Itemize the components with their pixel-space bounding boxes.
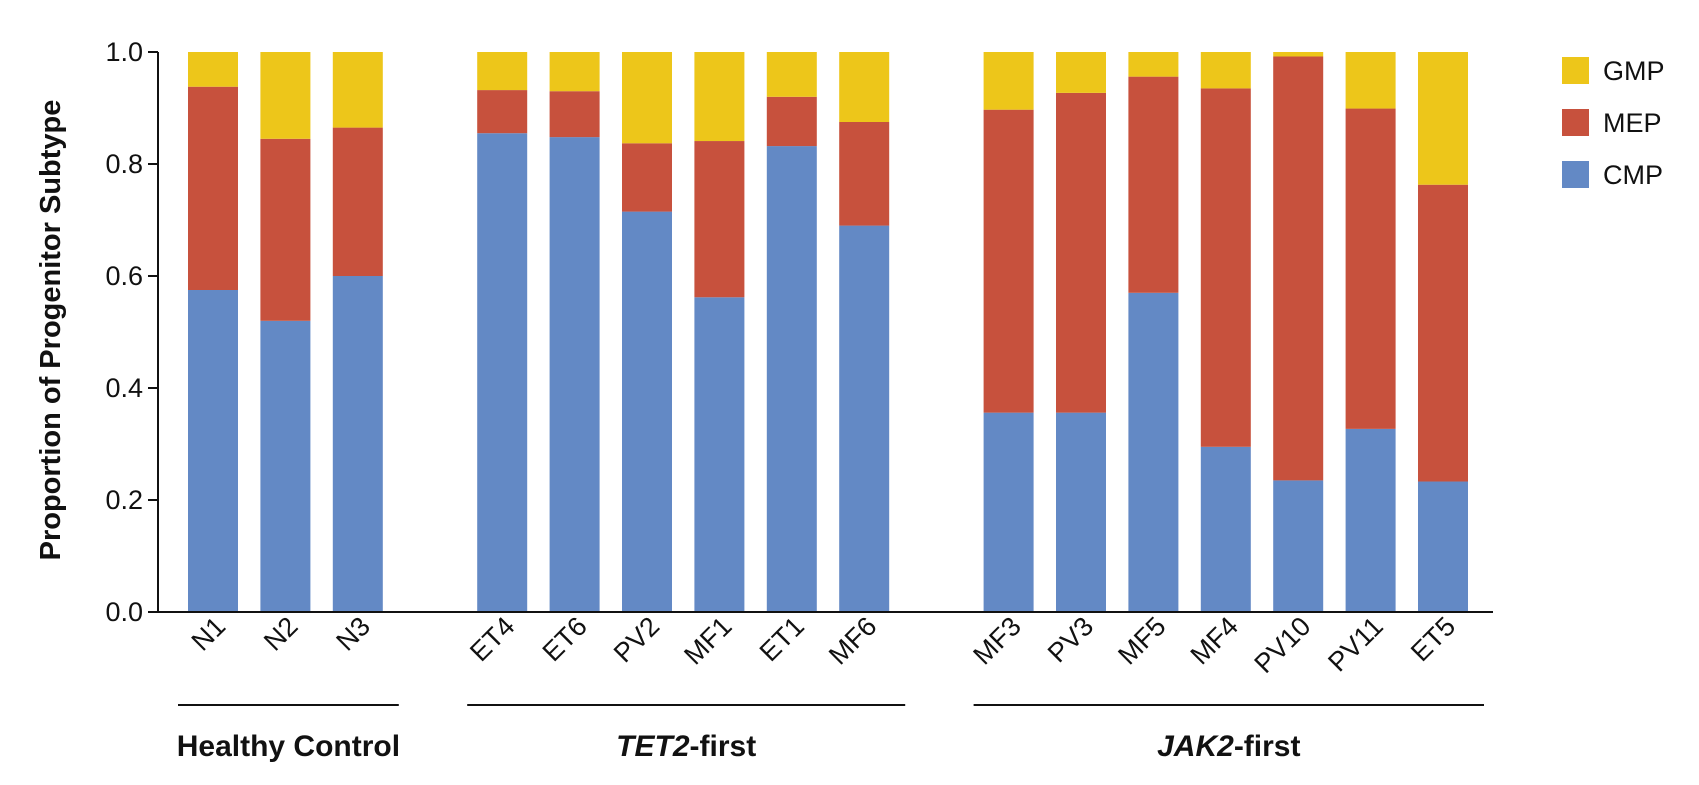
group-label-text: -first bbox=[1234, 730, 1301, 763]
x-tick-label-n1: N1 bbox=[186, 611, 232, 657]
x-tick-label-pv2: PV2 bbox=[608, 611, 665, 668]
bar-gmp-mf3 bbox=[983, 52, 1034, 110]
legend-label-mep: MEP bbox=[1603, 108, 1662, 138]
bar-cmp-pv10 bbox=[1273, 480, 1324, 612]
bar-mep-mf5 bbox=[1128, 76, 1179, 293]
x-tick-label-et6: ET6 bbox=[537, 611, 593, 667]
legend: GMP MEP CMP bbox=[1562, 56, 1665, 190]
bar-mep-mf1 bbox=[694, 141, 745, 298]
bar-mep-pv3 bbox=[1056, 92, 1106, 413]
bar-mep-mf6 bbox=[839, 122, 890, 226]
bar-cmp-pv3 bbox=[1056, 412, 1106, 612]
x-tick-label-et4: ET4 bbox=[464, 611, 520, 667]
bar-cmp-n2 bbox=[260, 320, 311, 612]
bar-cmp-mf1 bbox=[694, 297, 745, 612]
bar-gmp-n1 bbox=[188, 52, 238, 87]
bar-cmp-mf3 bbox=[983, 412, 1034, 612]
bar-gmp-et5 bbox=[1418, 52, 1468, 185]
bar-gmp-pv2 bbox=[622, 52, 672, 144]
y-tick-label: 0.0 bbox=[105, 597, 143, 627]
bar-gmp-et1 bbox=[766, 52, 817, 97]
x-tick-label-mf3: MF3 bbox=[967, 611, 1026, 670]
bar-cmp-et4 bbox=[477, 133, 528, 612]
x-tick-label-et1: ET1 bbox=[754, 611, 810, 667]
group-label-2: JAK2-first bbox=[1157, 730, 1300, 763]
bar-cmp-mf5 bbox=[1128, 292, 1179, 612]
bars-layer bbox=[188, 52, 1468, 612]
bar-gmp-pv3 bbox=[1056, 52, 1106, 93]
legend-label-gmp: GMP bbox=[1603, 56, 1665, 86]
bar-mep-n3 bbox=[332, 127, 383, 276]
y-axis-title: Proportion of Progenitor Subtype bbox=[35, 100, 67, 561]
y-tick-label: 0.6 bbox=[105, 261, 143, 291]
bar-mep-et6 bbox=[549, 91, 600, 138]
x-tick-labels: N1 N2 N3 ET4 ET6 PV2 MF1 ET1 MF6 MF3 PV3 MF5 MF4 PV10… bbox=[186, 611, 1462, 679]
bar-cmp-et6 bbox=[549, 137, 600, 612]
bar-gmp-mf6 bbox=[839, 52, 890, 122]
bar-cmp-et5 bbox=[1418, 481, 1468, 612]
group-labels: Healthy Control TET2-first JAK2-first bbox=[177, 704, 1484, 763]
x-tick-label-pv11: PV11 bbox=[1322, 611, 1389, 678]
x-tick-label-mf5: MF5 bbox=[1112, 611, 1171, 670]
bar-gmp-n2 bbox=[260, 52, 311, 139]
bar-mep-mf4 bbox=[1200, 88, 1251, 447]
bar-mep-et1 bbox=[766, 96, 817, 147]
group-label-italic: JAK2 bbox=[1157, 730, 1234, 763]
legend-label-cmp: CMP bbox=[1603, 160, 1663, 190]
bar-cmp-pv11 bbox=[1345, 428, 1396, 612]
legend-swatch-gmp bbox=[1562, 57, 1589, 84]
legend-swatch-mep bbox=[1562, 109, 1589, 136]
bar-mep-n1 bbox=[188, 86, 238, 290]
bar-mep-pv10 bbox=[1273, 56, 1324, 481]
bar-gmp-n3 bbox=[332, 52, 383, 128]
bar-gmp-mf1 bbox=[694, 52, 745, 142]
x-tick-label-n3: N3 bbox=[330, 611, 376, 657]
legend-swatch-cmp bbox=[1562, 161, 1589, 188]
bar-mep-pv11 bbox=[1345, 108, 1396, 429]
y-tick-label: 1.0 bbox=[105, 37, 143, 67]
bar-cmp-pv2 bbox=[622, 211, 672, 612]
bar-cmp-n1 bbox=[188, 290, 238, 612]
group-label-0: Healthy Control bbox=[177, 730, 400, 763]
bar-mep-et5 bbox=[1418, 184, 1468, 482]
group-label-text: Healthy Control bbox=[177, 730, 400, 763]
bar-gmp-et4 bbox=[477, 52, 528, 91]
y-tick-label: 0.8 bbox=[105, 149, 143, 179]
bar-cmp-et1 bbox=[766, 146, 817, 612]
x-tick-label-mf6: MF6 bbox=[823, 611, 882, 670]
x-tick-label-et5: ET5 bbox=[1405, 611, 1461, 667]
axes-layer: 0.0 0.2 0.4 0.6 0.8 1.0 bbox=[105, 37, 1493, 627]
bar-cmp-mf4 bbox=[1200, 446, 1251, 612]
bar-cmp-n3 bbox=[332, 276, 383, 612]
bar-mep-et4 bbox=[477, 90, 528, 134]
bar-mep-mf3 bbox=[983, 109, 1034, 413]
bar-gmp-pv10 bbox=[1273, 52, 1324, 57]
bar-gmp-pv11 bbox=[1345, 52, 1396, 109]
x-tick-label-pv3: PV3 bbox=[1042, 611, 1099, 668]
bar-gmp-et6 bbox=[549, 52, 600, 92]
x-tick-label-mf4: MF4 bbox=[1185, 611, 1244, 670]
bar-cmp-mf6 bbox=[839, 225, 890, 612]
x-tick-label-mf1: MF1 bbox=[678, 611, 737, 670]
bar-mep-n2 bbox=[260, 138, 311, 321]
x-tick-label-n2: N2 bbox=[258, 611, 304, 657]
group-label-1: TET2-first bbox=[616, 730, 756, 763]
y-tick-label: 0.2 bbox=[105, 485, 143, 515]
x-tick-label-pv10: PV10 bbox=[1249, 611, 1317, 679]
bar-mep-pv2 bbox=[622, 143, 672, 212]
bar-gmp-mf4 bbox=[1200, 52, 1251, 89]
bar-gmp-mf5 bbox=[1128, 52, 1179, 77]
y-tick-label: 0.4 bbox=[105, 373, 143, 403]
group-label-text: -first bbox=[690, 730, 757, 763]
group-label-italic: TET2 bbox=[616, 730, 690, 763]
